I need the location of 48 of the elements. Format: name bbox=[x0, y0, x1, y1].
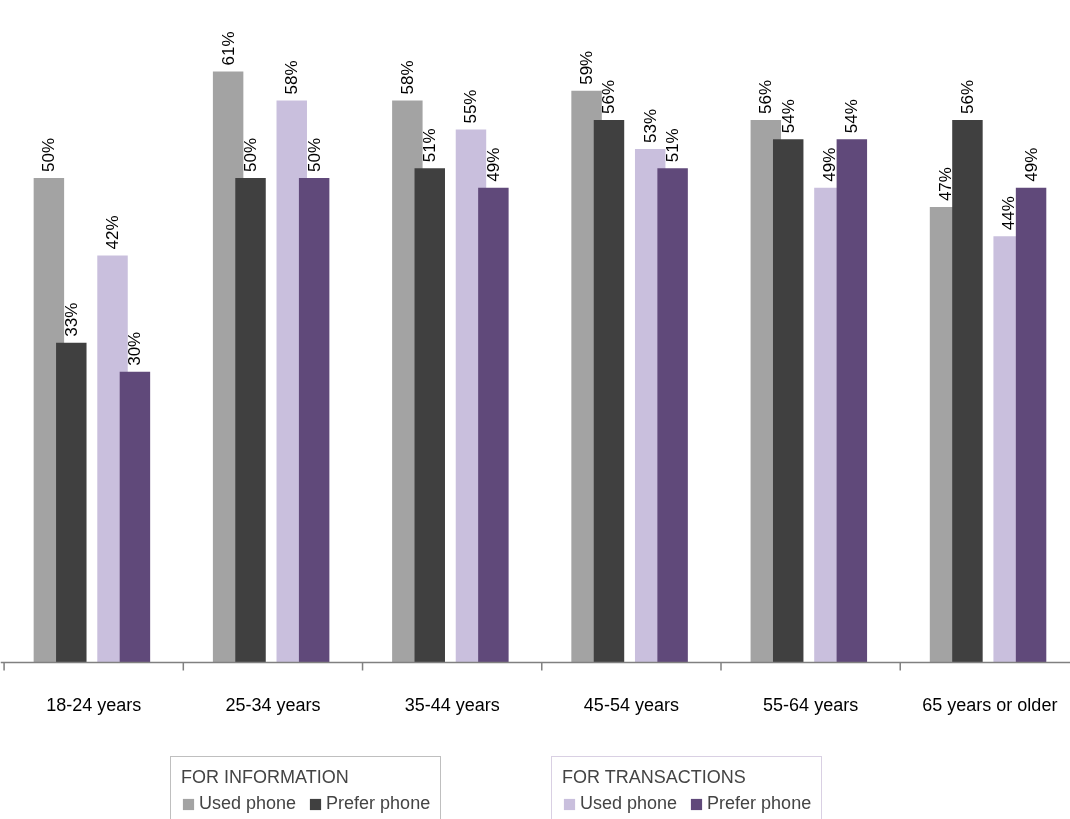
legend-label: Prefer phone bbox=[326, 793, 431, 814]
bar bbox=[56, 342, 87, 663]
data-label: 33% bbox=[61, 302, 81, 337]
legend-label: Used phone bbox=[580, 793, 678, 814]
data-label: 50% bbox=[39, 137, 59, 173]
bar bbox=[235, 178, 266, 663]
bar bbox=[414, 168, 445, 663]
data-label: 49% bbox=[819, 147, 839, 182]
x-tick-label: 35-44 years bbox=[404, 694, 500, 715]
bar bbox=[836, 139, 868, 663]
data-label: 56% bbox=[756, 79, 776, 114]
data-label: 61% bbox=[218, 31, 238, 66]
bar bbox=[478, 187, 509, 663]
data-label: 58% bbox=[397, 60, 417, 95]
text: FOR INFORMATION bbox=[181, 767, 350, 788]
data-label: 42% bbox=[103, 215, 123, 250]
data-label: 49% bbox=[483, 147, 503, 182]
data-label: 54% bbox=[842, 99, 862, 134]
data-label: 58% bbox=[282, 60, 302, 95]
data-label: 53% bbox=[640, 108, 660, 143]
data-label: 44% bbox=[999, 196, 1019, 231]
bar bbox=[119, 371, 151, 663]
bar bbox=[657, 168, 688, 663]
data-label: 51% bbox=[663, 128, 683, 163]
data-label: 59% bbox=[577, 50, 597, 85]
bar bbox=[1015, 187, 1047, 663]
x-tick-label: 18-24 years bbox=[46, 694, 142, 715]
x-tick-label: 45-54 years bbox=[583, 694, 679, 715]
bar bbox=[593, 119, 625, 663]
legend-label: Prefer phone bbox=[707, 793, 812, 814]
x-tick-label: 65 years or older bbox=[922, 694, 1058, 715]
data-label: 49% bbox=[1021, 147, 1041, 182]
data-label: 50% bbox=[304, 137, 324, 173]
legend-label: Used phone bbox=[199, 793, 297, 814]
text: FOR TRANSACTIONS bbox=[562, 767, 747, 788]
data-label: 56% bbox=[957, 79, 977, 114]
data-label: 54% bbox=[778, 99, 798, 134]
data-label: 50% bbox=[241, 137, 261, 173]
bar bbox=[298, 178, 330, 663]
data-label: 47% bbox=[935, 167, 955, 202]
data-label: 51% bbox=[420, 128, 440, 163]
data-label: 55% bbox=[461, 89, 481, 124]
bar bbox=[952, 119, 983, 663]
data-label: 30% bbox=[125, 331, 145, 366]
x-tick-label: 25-34 years bbox=[225, 694, 321, 715]
x-tick-label: 55-64 years bbox=[763, 694, 859, 715]
bar bbox=[772, 139, 804, 663]
data-label: 56% bbox=[599, 79, 619, 114]
